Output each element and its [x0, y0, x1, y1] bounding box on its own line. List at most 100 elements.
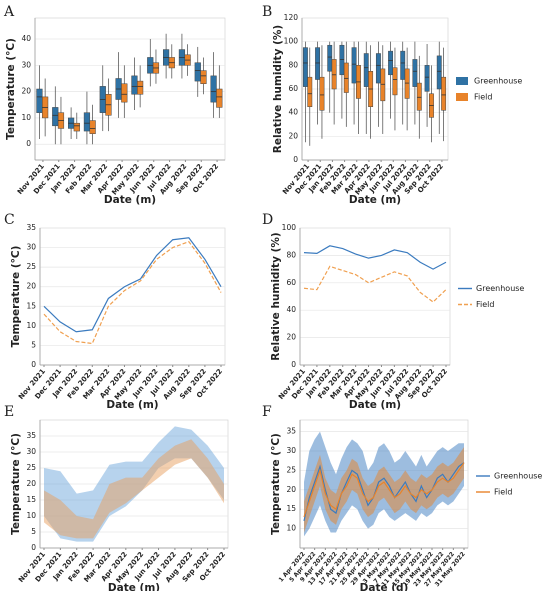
y-tick-label: 100 — [282, 223, 297, 232]
y-axis-title: Relative humidity (%) — [272, 25, 284, 153]
box — [331, 59, 337, 90]
y-tick-label: 20 — [286, 485, 296, 494]
range-band — [44, 439, 224, 539]
y-axis-title: Temperature (°C) — [270, 433, 282, 535]
y-tick-label: 0 — [31, 360, 36, 369]
panel-label: F — [262, 404, 272, 420]
y-axis-title: Temperature (°C) — [10, 246, 22, 348]
box — [194, 62, 201, 82]
series-line — [303, 265, 447, 303]
box — [416, 82, 422, 111]
box — [412, 59, 418, 87]
y-tick-label: 20 — [26, 282, 36, 291]
y-tick-label: 15 — [26, 495, 36, 504]
legend-swatch — [456, 77, 468, 85]
y-tick-label: 30 — [26, 447, 36, 456]
x-axis-title: Date (d) — [360, 582, 409, 591]
y-tick-label: 120 — [284, 13, 299, 22]
box — [363, 53, 369, 87]
y-tick-label: 25 — [26, 463, 36, 472]
box — [36, 88, 43, 113]
box — [400, 50, 406, 80]
y-tick-label: 40 — [21, 34, 31, 43]
box — [392, 67, 398, 96]
box — [83, 112, 91, 132]
box — [380, 68, 386, 102]
box — [302, 47, 308, 87]
y-tick-label: 35 — [286, 427, 296, 436]
legend-label: Field — [474, 93, 492, 102]
box — [216, 88, 223, 108]
box — [52, 107, 59, 127]
box — [210, 75, 217, 103]
y-tick-label: 20 — [21, 87, 31, 96]
range-band — [304, 447, 464, 533]
box — [339, 44, 345, 76]
box — [131, 75, 138, 95]
y-tick-label: 40 — [288, 108, 298, 117]
y-axis-title: Temperature (°C) — [10, 433, 22, 535]
box — [319, 76, 325, 111]
box — [200, 70, 207, 84]
y-tick-label: 80 — [286, 250, 296, 259]
box — [436, 55, 442, 90]
y-tick-label: 5 — [31, 527, 36, 536]
box — [315, 47, 321, 80]
box — [121, 83, 128, 103]
x-axis-title: Date (m) — [106, 399, 158, 411]
box — [424, 65, 430, 92]
y-tick-label: 25 — [286, 465, 296, 474]
panel-label: E — [4, 404, 14, 420]
panel-label: C — [4, 212, 15, 228]
box — [307, 76, 313, 107]
box — [327, 44, 333, 72]
y-tick-label: 35 — [26, 223, 36, 232]
y-tick-label: 10 — [26, 511, 36, 520]
plot-area — [299, 227, 451, 366]
y-tick-label: 0 — [293, 155, 298, 164]
y-axis-title: Relative humidity (%) — [270, 232, 282, 360]
y-tick-label: 30 — [286, 446, 296, 455]
y-tick-label: 100 — [284, 37, 299, 46]
y-tick-label: 10 — [21, 113, 31, 122]
y-tick-label: 35 — [26, 431, 36, 440]
y-tick-label: 25 — [26, 262, 36, 271]
box — [89, 120, 96, 134]
y-tick-label: 60 — [286, 278, 296, 287]
y-tick-label: 20 — [288, 131, 298, 140]
box — [73, 122, 80, 132]
box — [404, 68, 410, 99]
legend-label: Greenhouse — [476, 284, 524, 293]
series-line — [303, 462, 465, 518]
x-axis-title: Date (m) — [108, 582, 160, 591]
legend-label: Greenhouse — [494, 472, 542, 481]
y-tick-label: 0 — [31, 543, 36, 552]
y-tick-label: 0 — [26, 139, 31, 148]
box — [375, 53, 381, 84]
y-tick-label: 10 — [286, 524, 296, 533]
panel-label: B — [262, 4, 272, 20]
y-tick-label: 10 — [26, 321, 36, 330]
x-axis-title: Date (m) — [349, 194, 401, 206]
plot-area — [34, 17, 226, 161]
box — [441, 76, 447, 111]
y-tick-label: 30 — [26, 243, 36, 252]
y-tick-label: 20 — [26, 479, 36, 488]
y-tick-label: 15 — [286, 504, 296, 513]
y-axis-title: Temperature (°C) — [5, 38, 17, 140]
series-line — [303, 462, 465, 521]
legend-label: Field — [494, 488, 512, 497]
y-tick-label: 15 — [26, 301, 36, 310]
y-tick-label: 80 — [288, 60, 298, 69]
series-line — [43, 237, 222, 333]
x-axis-title: Date (m) — [104, 194, 156, 206]
plot-area — [39, 227, 226, 366]
legend-swatch — [456, 93, 468, 101]
y-tick-label: 60 — [288, 84, 298, 93]
box — [388, 50, 394, 76]
y-tick-label: 20 — [286, 333, 296, 342]
legend-label: Field — [476, 300, 494, 309]
panel-label: A — [3, 4, 15, 20]
y-tick-label: 5 — [31, 340, 36, 349]
